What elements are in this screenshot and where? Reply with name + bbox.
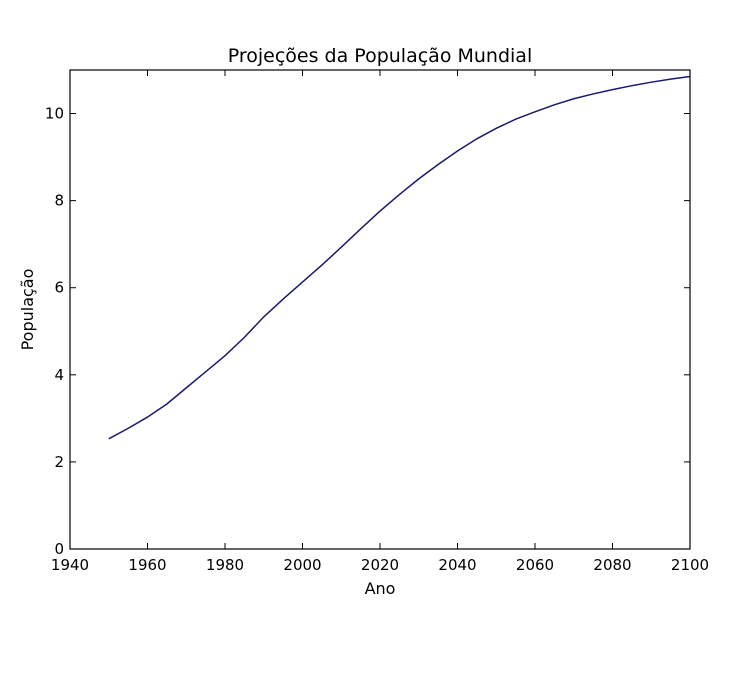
y-tick-label: 6 — [54, 279, 64, 297]
y-tick-label: 2 — [54, 453, 64, 471]
population-series-line — [108, 75, 691, 440]
x-tick-label: 2100 — [671, 556, 709, 574]
x-tick-label: 2000 — [283, 556, 321, 574]
y-tick-label: 4 — [54, 366, 64, 384]
x-tick-label: 2080 — [593, 556, 631, 574]
y-tick-label: 0 — [54, 540, 64, 558]
chart-title: Projeções da População Mundial — [228, 45, 532, 67]
x-tick-label: 2040 — [438, 556, 476, 574]
x-tick-label: 1940 — [51, 556, 89, 574]
y-axis-label: População — [18, 269, 37, 351]
x-tick-label: 2020 — [361, 556, 399, 574]
x-tick-label: 1980 — [206, 556, 244, 574]
x-axis-label: Ano — [365, 579, 396, 598]
x-tick-label: 1960 — [128, 556, 166, 574]
x-tick-label: 2060 — [516, 556, 554, 574]
y-tick-label: 8 — [54, 192, 64, 210]
plot-area-frame — [69, 69, 691, 550]
x-axis-ticks: 1940 1960 1980 2000 2020 2040 2060 2080 2100 — [51, 70, 709, 574]
y-axis-ticks: 0 2 4 6 8 10 — [45, 105, 690, 558]
y-tick-label: 10 — [45, 105, 64, 123]
